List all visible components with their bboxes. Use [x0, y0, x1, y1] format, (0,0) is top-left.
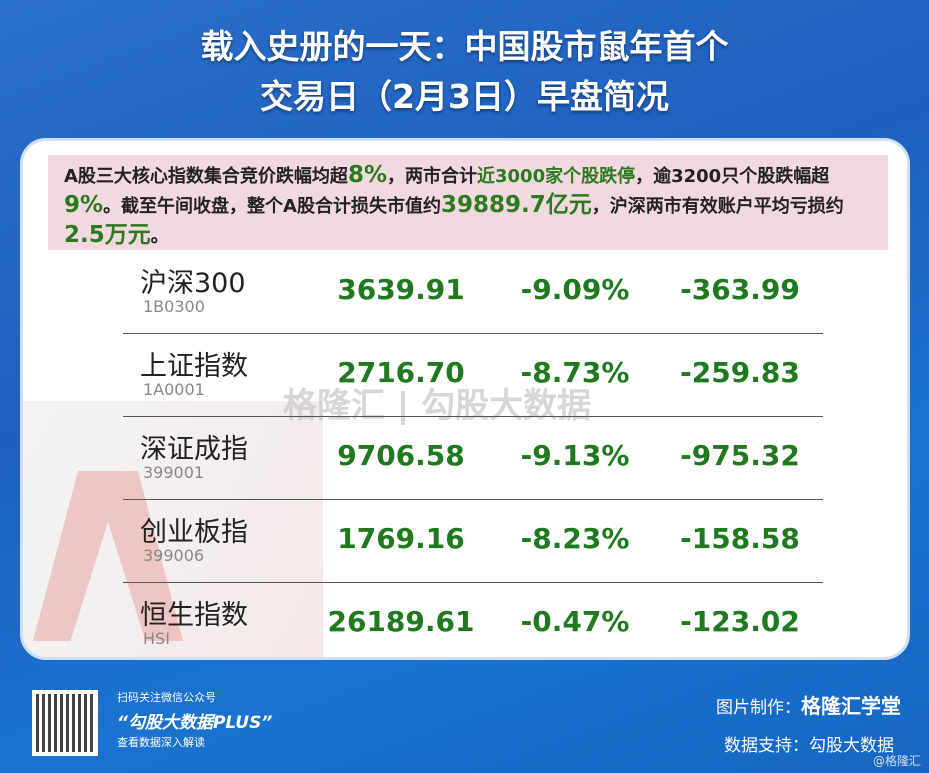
index-code: 1A0001	[143, 380, 205, 399]
index-name: 沪深300	[140, 268, 246, 299]
table-row: 沪深300 1B0300 3639.91 -9.09% -363.99	[23, 251, 907, 334]
table-row: 恒生指数 HSI 26189.61 -0.47% -123.02	[23, 583, 907, 657]
index-change: -259.83	[680, 356, 800, 389]
index-price: 9706.58	[337, 439, 465, 472]
data-source: 数据支持：勾股大数据	[724, 736, 894, 756]
index-percent-change: -8.23%	[520, 522, 630, 555]
title-line-2: 交易日（2月3日）早盘简况	[260, 77, 669, 116]
index-percent-change: -8.73%	[520, 356, 630, 389]
qr-code	[32, 690, 98, 756]
content-card: A股三大核心指数集合竞价跌幅均超8%，两市合计近3000家个股跌停，逾3200只…	[20, 138, 910, 660]
footer: 扫码关注微信公众号 “勾股大数据PLUS” 查看数据深入解读 图片制作：格隆汇学…	[0, 680, 929, 773]
row-divider	[123, 499, 823, 500]
handle: @格隆汇	[872, 754, 921, 768]
title-line-1: 载入史册的一天：中国股市鼠年首个	[200, 27, 729, 66]
row-divider	[123, 582, 823, 583]
index-price: 26189.61	[327, 605, 475, 638]
index-name: 深证成指	[140, 434, 248, 465]
index-name: 创业板指	[140, 517, 248, 548]
page-title: 载入史册的一天：中国股市鼠年首个 交易日（2月3日）早盘简况	[0, 22, 929, 122]
index-code: 1B0300	[143, 297, 205, 316]
index-change: -975.32	[680, 439, 800, 472]
index-percent-change: -9.13%	[520, 439, 630, 472]
index-price: 2716.70	[337, 356, 465, 389]
index-code: 399006	[143, 546, 205, 565]
made-by: 图片制作：格隆汇学堂	[716, 694, 901, 718]
read-text: 查看数据深入解读	[117, 736, 205, 749]
index-price: 3639.91	[337, 273, 465, 306]
index-price: 1769.16	[337, 522, 465, 555]
index-percent-change: -9.09%	[520, 273, 630, 306]
row-divider	[123, 416, 823, 417]
summary-box: A股三大核心指数集合竞价跌幅均超8%，两市合计近3000家个股跌停，逾3200只…	[48, 155, 888, 250]
table-row: 深证成指 399001 9706.58 -9.13% -975.32	[23, 417, 907, 500]
brand-logo: 格隆汇学堂	[801, 694, 901, 718]
index-percent-change: -0.47%	[520, 605, 630, 638]
index-code: HSI	[143, 629, 170, 648]
background-decoration	[23, 401, 323, 657]
index-change: -123.02	[680, 605, 800, 638]
index-code: 399001	[143, 463, 205, 482]
scan-text: 扫码关注微信公众号	[117, 691, 216, 704]
table-row: 上证指数 1A0001 2716.70 -8.73% -259.83	[23, 334, 907, 417]
index-name: 恒生指数	[140, 600, 248, 631]
row-divider	[123, 333, 823, 334]
account-name: “勾股大数据PLUS”	[117, 713, 273, 733]
watermark: 格隆汇 | 勾股大数据	[283, 386, 592, 426]
index-name: 上证指数	[140, 351, 248, 382]
index-change: -158.58	[680, 522, 800, 555]
table-row: 创业板指 399006 1769.16 -8.23% -158.58	[23, 500, 907, 583]
index-change: -363.99	[680, 273, 800, 306]
